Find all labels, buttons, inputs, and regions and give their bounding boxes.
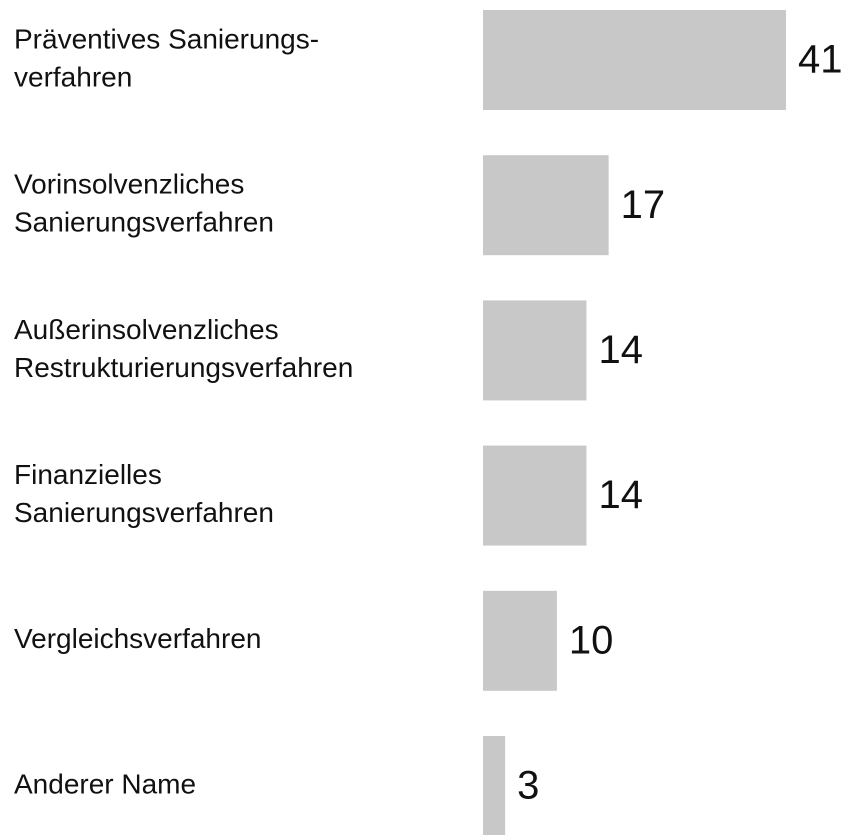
category-label: Restrukturierungsverfahren xyxy=(14,352,353,383)
category-label: Sanierungsverfahren xyxy=(14,207,274,238)
category-label: verfahren xyxy=(14,61,132,92)
category-label: Finanzielles xyxy=(14,459,162,490)
category-label: Vergleichsverfahren xyxy=(14,623,261,654)
value-label: 17 xyxy=(621,183,666,227)
value-label: 10 xyxy=(569,618,614,662)
bar xyxy=(483,300,587,401)
value-label: 3 xyxy=(517,764,539,808)
category-label: Anderer Name xyxy=(14,768,196,799)
category-label: Vorinsolvenzliches xyxy=(14,169,244,200)
bar xyxy=(483,155,609,256)
category-label: Sanierungsverfahren xyxy=(14,497,274,528)
bar xyxy=(483,736,506,835)
value-label: 14 xyxy=(598,328,643,372)
bar xyxy=(483,10,786,110)
bar xyxy=(483,590,557,691)
bar xyxy=(483,445,587,546)
category-label: Außerinsolvenzliches xyxy=(14,314,279,345)
category-label: Präventives Sanierungs- xyxy=(14,23,319,54)
value-label: 14 xyxy=(598,473,643,517)
value-label: 41 xyxy=(798,38,843,82)
